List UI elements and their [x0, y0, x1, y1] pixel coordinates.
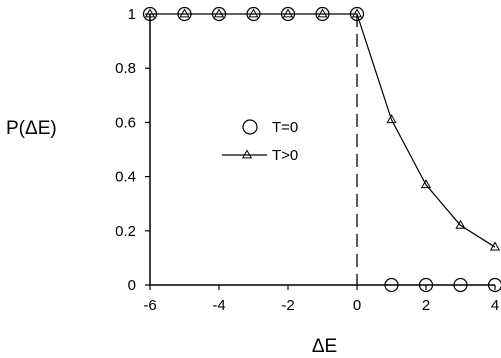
data-point-tgt0 — [248, 8, 259, 18]
plot-frame — [149, 14, 495, 286]
data-point-tgt0 — [317, 8, 328, 18]
data-point-t0 — [487, 277, 501, 293]
y-tick-label: 0 — [128, 277, 136, 294]
legend: T=0 T>0 — [222, 119, 298, 164]
x-tick-label: -4 — [212, 297, 225, 314]
x-tick-label: -6 — [143, 297, 156, 314]
marks — [142, 6, 501, 293]
x-tick-label: 2 — [422, 297, 430, 314]
data-point-tgt0 — [144, 8, 156, 18]
data-point-tgt0 — [179, 8, 190, 18]
data-point-tgt0 — [455, 219, 466, 229]
data-point-t0 — [246, 6, 261, 22]
x-axis-label: ΔE — [312, 336, 337, 357]
data-point-tgt0 — [386, 114, 397, 124]
data-point-tgt0 — [282, 8, 294, 18]
legend-marker-t0 — [242, 119, 258, 135]
legend-label-t0: T=0 — [272, 119, 298, 136]
legend-marker-tgt0 — [241, 149, 253, 159]
data-point-t0 — [315, 6, 330, 22]
data-point-t0 — [384, 277, 399, 293]
y-tick-label: 0.2 — [115, 223, 136, 240]
data-point-t0 — [349, 6, 365, 22]
x-tick-label: 0 — [353, 297, 361, 314]
legend-label-tgt0: T>0 — [272, 147, 298, 164]
data-point-t0 — [211, 6, 227, 22]
ticks — [145, 13, 496, 290]
y-tick-label: 0.4 — [115, 169, 136, 186]
data-point-tgt0 — [420, 179, 432, 189]
data-point-t0 — [142, 6, 158, 22]
data-point-t0 — [177, 6, 192, 22]
series-line-tgt0 — [150, 13, 496, 248]
data-point-tgt0 — [213, 8, 225, 18]
y-axis-label: P(ΔE) — [6, 118, 57, 139]
x-tick-label: 4 — [491, 297, 499, 314]
y-tick-label: 1 — [128, 6, 136, 23]
y-tick-label: 0.6 — [115, 114, 136, 131]
data-point-tgt0 — [351, 8, 363, 18]
y-tick-label: 0.8 — [115, 60, 136, 77]
data-point-t0 — [453, 277, 468, 293]
tick-labels: -6 -4 -2 0 2 4 0 0.2 0.4 0.6 0.8 1 — [115, 6, 499, 314]
data-point-t0 — [280, 6, 296, 22]
data-point-tgt0 — [489, 241, 501, 251]
data-point-t0 — [418, 277, 434, 293]
x-tick-label: -2 — [281, 297, 294, 314]
